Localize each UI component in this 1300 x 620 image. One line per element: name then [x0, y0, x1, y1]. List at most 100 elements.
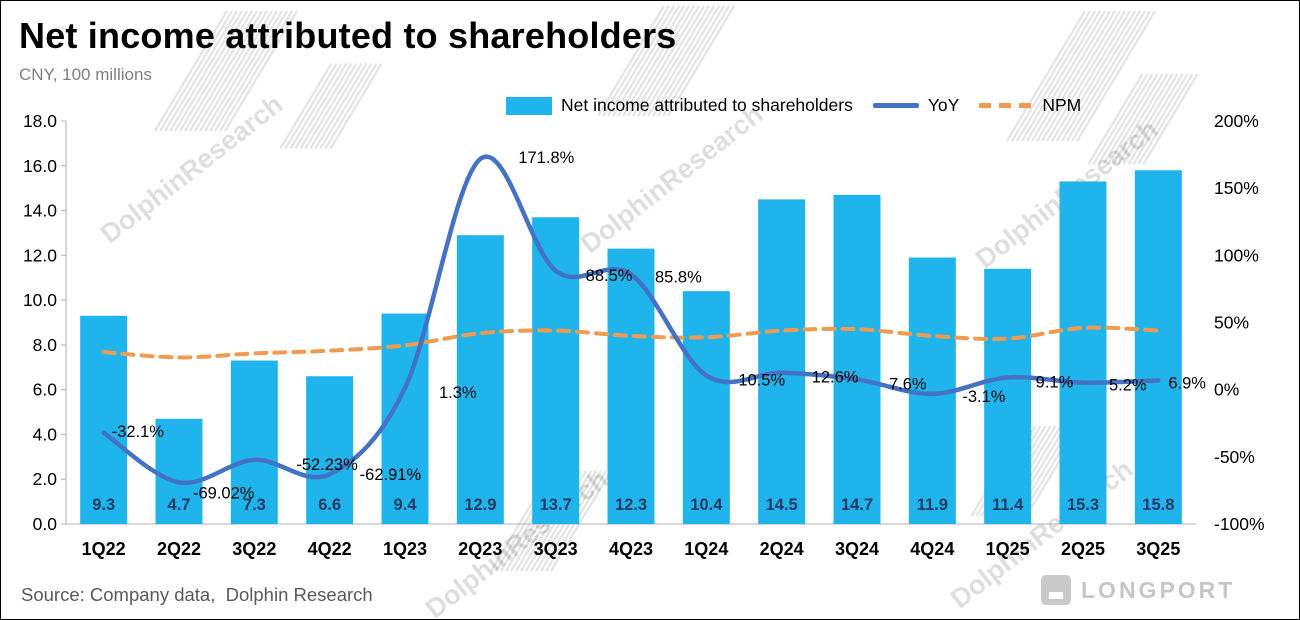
bar: [532, 217, 580, 524]
y-axis-right-tick-label: -50%: [1214, 447, 1255, 467]
bar-value-label: 13.7: [540, 496, 572, 514]
bar: [80, 315, 128, 524]
y-axis-left-tick-label: 2.0: [33, 469, 58, 489]
yoy-point-label: 9.1%: [1036, 373, 1074, 391]
legend-item-net-income: Net income attributed to shareholders: [506, 95, 853, 116]
y-axis-right-tick-label: 200%: [1214, 111, 1259, 131]
x-axis-label: 1Q24: [684, 539, 728, 559]
x-axis-label: 4Q22: [308, 539, 352, 559]
yoy-point-label: 10.5%: [738, 372, 785, 390]
yoy-point-label: -52.23%: [296, 456, 358, 474]
bar: [230, 360, 278, 524]
x-axis-label: 1Q25: [986, 539, 1030, 559]
longport-logo-icon: [1041, 575, 1071, 605]
bar: [984, 268, 1032, 524]
bar-value-label: 10.4: [690, 496, 723, 514]
npm-line: [101, 325, 1161, 360]
bar-value-label: 15.3: [1067, 496, 1099, 514]
yoy-point-label: -69.02%: [193, 484, 255, 502]
y-axis-left-tick-label: 8.0: [33, 335, 58, 355]
bar: [682, 291, 730, 524]
legend-label: Net income attributed to shareholders: [561, 95, 853, 115]
yoy-point-label: 6.9%: [1168, 374, 1206, 392]
yoy-point-label: 1.3%: [439, 384, 477, 402]
longport-logo-text: LONGPORT: [1081, 576, 1236, 603]
bar: [833, 194, 881, 524]
bar-value-label: 11.9: [917, 496, 948, 514]
axis-unit-label: CNY, 100 millions: [19, 65, 152, 84]
x-axis-label: 4Q23: [609, 539, 653, 559]
y-axis-left-tick-label: 16.0: [23, 156, 57, 176]
y-axis-left-tick-label: 4.0: [33, 424, 58, 444]
x-axis-label: 3Q23: [534, 539, 578, 559]
bar-value-label: 7.3: [243, 496, 266, 514]
x-axis-label: 1Q22: [82, 539, 126, 559]
y-axis-left-tick-label: 0.0: [33, 514, 58, 534]
x-axis-label: 3Q24: [835, 539, 879, 559]
x-axis-label: 4Q24: [910, 539, 954, 559]
bar-value-label: 14.7: [841, 496, 873, 514]
legend-item-yoy: YoY: [872, 95, 960, 116]
watermark-scribble-icon: [596, 5, 736, 117]
bar-value-label: 12.9: [464, 496, 496, 514]
watermark-scribble-icon: [1005, 10, 1157, 142]
legend-label: YoY: [927, 95, 960, 115]
watermark-scribble-icon: [153, 10, 299, 132]
y-axis-left-tick-label: 18.0: [23, 111, 57, 131]
y-axis-right-tick-label: 50%: [1214, 313, 1249, 333]
y-axis-left-tick-label: 12.0: [23, 245, 57, 265]
y-axis-left-tick-label: 10.0: [23, 290, 57, 310]
bar: [1134, 170, 1182, 524]
x-axis-label: 3Q22: [232, 539, 276, 559]
dashed-line-swatch-icon: [979, 103, 1034, 108]
bar-value-label: 4.7: [168, 496, 191, 514]
yoy-point-label: 7.6%: [889, 375, 927, 393]
y-axis-left-tick-label: 14.0: [23, 201, 57, 221]
bar-swatch-icon: [506, 96, 552, 115]
yoy-point-label: 171.8%: [518, 149, 574, 167]
longport-logo: LONGPORT: [1041, 575, 1235, 605]
yoy-point-label: -32.1%: [112, 423, 165, 441]
y-axis-right-tick-label: 100%: [1214, 245, 1259, 265]
source-note: Source: Company data, Dolphin Research: [21, 584, 373, 605]
yoy-point-label: 5.2%: [1109, 377, 1147, 395]
chart-legend: Net income attributed to shareholders Yo…: [506, 95, 1081, 116]
chart-header: Net income attributed to shareholders CN…: [19, 15, 677, 85]
yoy-point-label: 88.5%: [586, 267, 633, 285]
bar-value-label: 14.5: [766, 496, 798, 514]
y-axis-left-tick-label: 6.0: [33, 380, 58, 400]
x-axis-label: 2Q24: [760, 539, 804, 559]
bar: [758, 199, 806, 524]
yoy-point-label: 85.8%: [655, 268, 702, 286]
x-axis-label: 2Q22: [157, 539, 201, 559]
bar: [306, 376, 354, 524]
watermark-scribble-icon: [1087, 73, 1199, 165]
yoy-point-label: 12.6%: [812, 369, 859, 387]
line-swatch-icon: [872, 103, 919, 108]
bar-value-label: 9.4: [394, 496, 418, 514]
bar-value-label: 11.4: [992, 496, 1024, 514]
legend-item-npm: NPM: [979, 95, 1081, 116]
yoy-point-label: -62.91%: [360, 466, 422, 484]
y-axis-right-tick-label: 0%: [1214, 380, 1239, 400]
x-axis-label: 2Q23: [458, 539, 502, 559]
page-title: Net income attributed to shareholders: [19, 15, 677, 56]
bar-value-label: 9.3: [92, 496, 115, 514]
watermark-scribble-icon: [279, 62, 383, 150]
yoy-line: [101, 154, 1161, 486]
bar: [456, 235, 504, 524]
x-axis-label: 3Q25: [1136, 539, 1180, 559]
bar: [155, 418, 203, 524]
x-axis-label: 2Q25: [1061, 539, 1105, 559]
bar-value-label: 12.3: [615, 496, 647, 514]
y-axis-right-tick-label: 150%: [1214, 178, 1259, 198]
bar-value-label: 15.8: [1142, 496, 1174, 514]
yoy-point-label: -3.1%: [962, 388, 1005, 406]
bar: [1059, 181, 1107, 524]
bar-value-label: 6.6: [318, 496, 341, 514]
y-axis-right-tick-label: -100%: [1214, 514, 1265, 534]
legend-label: NPM: [1042, 95, 1082, 115]
x-axis-label: 1Q23: [383, 539, 427, 559]
